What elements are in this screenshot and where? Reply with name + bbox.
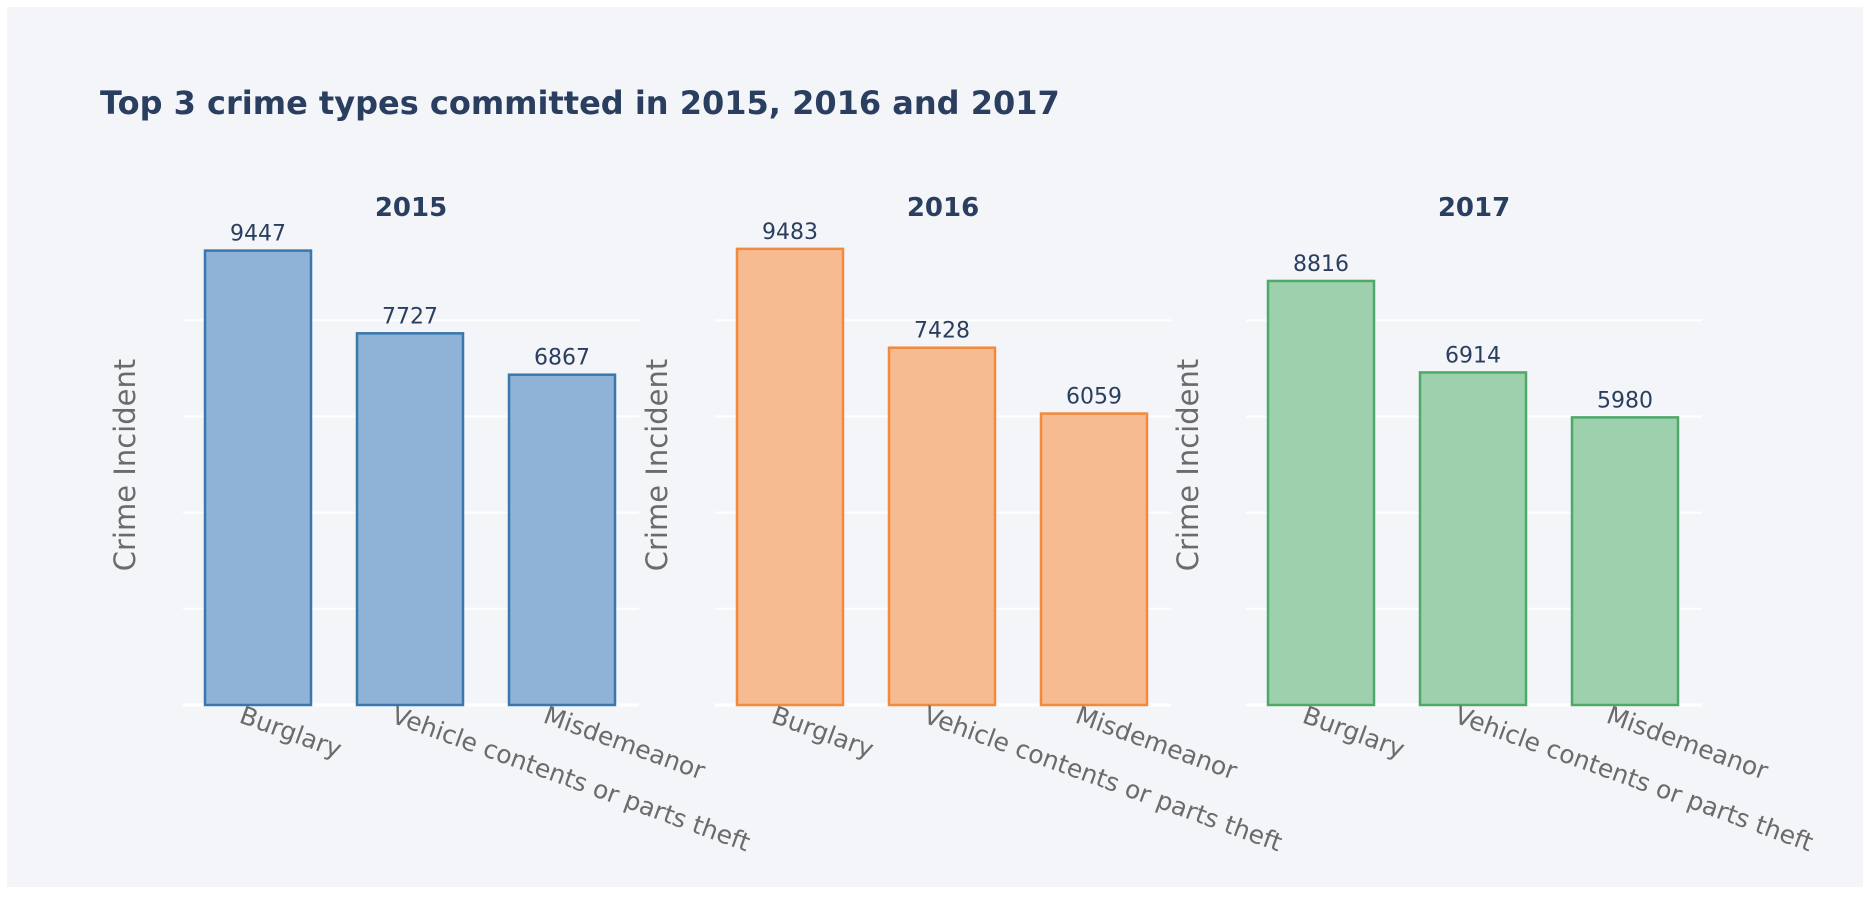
panel-2016-subplot-title: 2016	[907, 193, 979, 223]
chart-title: Top 3 crime types committed in 2015, 201…	[100, 84, 1060, 122]
panel-2017-data-label-3: 5980	[1597, 388, 1653, 413]
panel-2015-bar-3	[507, 373, 617, 707]
panel-2016-data-label-2: 7428	[914, 319, 970, 344]
panel-2016-bar-2	[887, 346, 997, 707]
panel-2016-data-label-1: 9483	[762, 220, 818, 245]
panel-2015-data-label-2: 7727	[382, 304, 438, 329]
panel-2016-bar-1	[735, 247, 845, 707]
panel-2017-data-label-2: 6914	[1445, 343, 1501, 368]
panel-2016-x-tick-label-1: Burglary	[768, 700, 878, 764]
panel-2017-x-tick-label-1: Burglary	[1299, 700, 1409, 764]
panel-2015-y-axis-label: Crime Incident	[108, 359, 142, 571]
panel-2015-bar-1	[203, 249, 313, 707]
panel-2015-data-label-3: 6867	[534, 346, 590, 371]
panel-2017-bar-3	[1570, 416, 1680, 707]
panel-2016-y-axis-label: Crime Incident	[640, 359, 674, 571]
panel-2015-bar-2	[355, 332, 465, 707]
panel-2017-bar-1	[1266, 279, 1376, 707]
panel-2015-data-label-1: 9447	[230, 222, 286, 247]
panel-2016-bar-3	[1039, 412, 1149, 707]
panel-2017-bar-2	[1418, 371, 1528, 707]
panel-2016-data-label-3: 6059	[1066, 385, 1122, 410]
panel-2017-y-axis-label: Crime Incident	[1171, 359, 1205, 571]
panel-2015-subplot-title: 2015	[375, 193, 447, 223]
panel-2017-subplot-title: 2017	[1438, 193, 1510, 223]
panel-2015-x-tick-label-1: Burglary	[236, 700, 346, 764]
panel-2017-data-label-1: 8816	[1293, 252, 1349, 277]
